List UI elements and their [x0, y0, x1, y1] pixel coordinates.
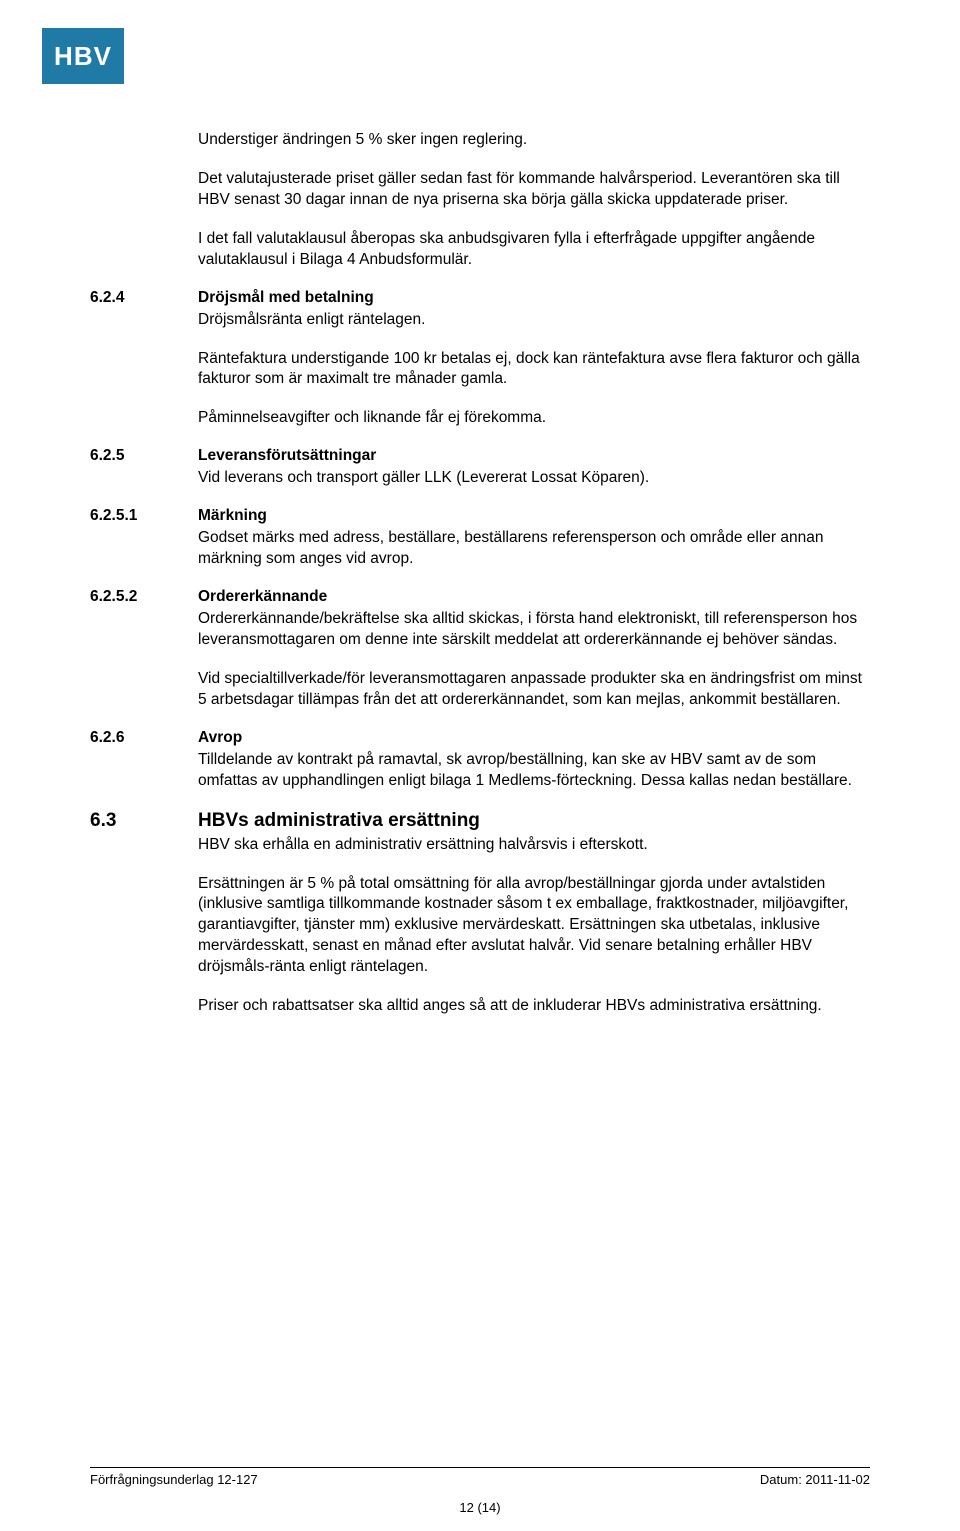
section-title: Märkning: [198, 507, 267, 525]
logo: HBV: [42, 28, 124, 84]
section-63-header: 6.3 HBVs administrativa ersättning: [90, 810, 870, 832]
intro-p1: Understiger ändringen 5 % sker ingen reg…: [198, 130, 870, 151]
section-title: HBVs administrativa ersättning: [198, 810, 480, 832]
section-number: 6.2.5: [90, 447, 198, 465]
section-626-p1: Tilldelande av kontrakt på ramavtal, sk …: [198, 750, 870, 792]
section-624-p2: Räntefaktura understigande 100 kr betala…: [198, 349, 870, 391]
section-624-p1: Dröjsmålsränta enligt räntelagen.: [198, 310, 870, 331]
footer: Förfrågningsunderlag 12-127 Datum: 2011-…: [90, 1467, 870, 1487]
section-625-header: 6.2.5 Leveransförutsättningar: [90, 447, 870, 465]
section-63-p3: Priser och rabattsatser ska alltid anges…: [198, 996, 870, 1017]
section-626-header: 6.2.6 Avrop: [90, 729, 870, 747]
section-6252-header: 6.2.5.2 Ordererkännande: [90, 588, 870, 606]
section-number: 6.2.6: [90, 729, 198, 747]
intro-p2: Det valutajusterade priset gäller sedan …: [198, 169, 870, 211]
footer-left: Förfrågningsunderlag 12-127: [90, 1472, 258, 1487]
section-624-header: 6.2.4 Dröjsmål med betalning: [90, 289, 870, 307]
section-63-p1: HBV ska erhålla en administrativ ersättn…: [198, 835, 870, 856]
section-title: Leveransförutsättningar: [198, 447, 376, 465]
page-number: 12 (14): [0, 1500, 960, 1515]
section-number: 6.3: [90, 810, 198, 832]
section-title: Ordererkännande: [198, 588, 327, 606]
footer-right: Datum: 2011-11-02: [760, 1472, 870, 1487]
document-content: Understiger ändringen 5 % sker ingen reg…: [0, 0, 960, 1017]
section-624-p3: Påminnelseavgifter och liknande får ej f…: [198, 408, 870, 429]
intro-p3: I det fall valutaklausul åberopas ska an…: [198, 229, 870, 271]
section-number: 6.2.5.1: [90, 507, 198, 525]
logo-text: HBV: [54, 41, 112, 72]
section-63-p2: Ersättningen är 5 % på total omsättning …: [198, 874, 870, 979]
section-number: 6.2.4: [90, 289, 198, 307]
section-6251-header: 6.2.5.1 Märkning: [90, 507, 870, 525]
section-6252-p1: Ordererkännande/bekräftelse ska alltid s…: [198, 609, 870, 651]
section-6251-p1: Godset märks med adress, beställare, bes…: [198, 528, 870, 570]
section-number: 6.2.5.2: [90, 588, 198, 606]
section-title: Dröjsmål med betalning: [198, 289, 374, 307]
section-title: Avrop: [198, 729, 242, 747]
section-6252-p2: Vid specialtillverkade/för leveransmotta…: [198, 669, 870, 711]
section-625-p1: Vid leverans och transport gäller LLK (L…: [198, 468, 870, 489]
